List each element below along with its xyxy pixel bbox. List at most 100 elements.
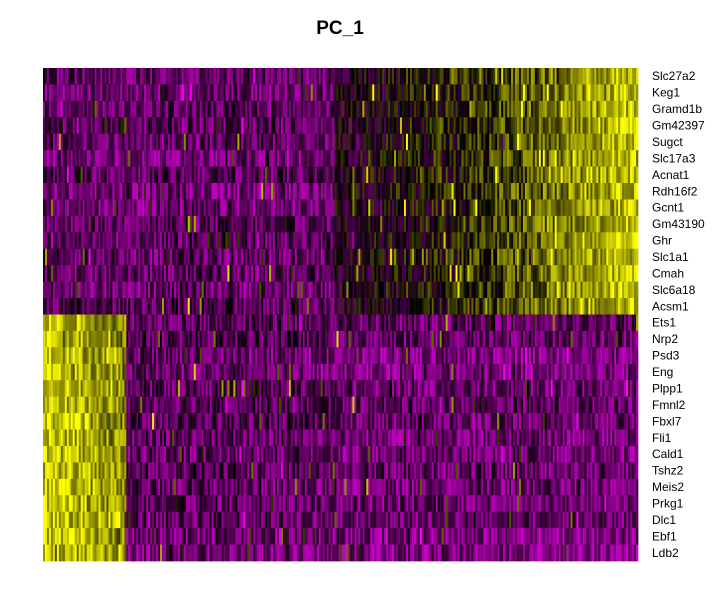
heatmap-cell	[177, 248, 181, 266]
heatmap-cell	[445, 298, 448, 315]
heatmap-cell	[245, 314, 248, 332]
heatmap-cell	[298, 330, 302, 348]
heatmap-cell	[415, 232, 419, 250]
heatmap-cell	[503, 314, 506, 332]
heatmap-cell	[116, 117, 119, 135]
heatmap-cell	[519, 68, 522, 85]
heatmap-cell	[421, 166, 425, 184]
heatmap-cell	[322, 183, 325, 200]
heatmap-cell	[507, 166, 510, 184]
heatmap-cell	[199, 199, 203, 217]
heatmap-cell	[336, 68, 339, 85]
heatmap-cell	[241, 265, 244, 282]
heatmap-cell	[237, 117, 240, 135]
heatmap-cell	[515, 215, 518, 233]
heatmap-cell	[277, 150, 280, 167]
heatmap-cell	[243, 330, 246, 348]
heatmap-cell	[296, 298, 300, 315]
heatmap-cell	[618, 133, 621, 151]
heatmap-cell	[572, 265, 575, 282]
heatmap-cell	[532, 314, 536, 332]
heatmap-cell	[453, 232, 456, 250]
heatmap-cell	[443, 199, 446, 217]
heatmap-cell	[507, 298, 510, 315]
heatmap-cell	[403, 84, 407, 102]
heatmap-cell	[140, 68, 143, 85]
heatmap-cell	[630, 100, 633, 118]
heatmap-cell	[501, 248, 504, 266]
heatmap-cell	[398, 248, 401, 266]
heatmap-cell	[104, 265, 107, 282]
heatmap-cell	[86, 281, 89, 299]
heatmap-cell	[239, 232, 242, 250]
heatmap-cell	[372, 117, 375, 135]
heatmap-cell	[554, 281, 558, 299]
heatmap-cell	[104, 298, 107, 315]
heatmap-row-cmah	[43, 265, 639, 282]
heatmap-cell	[401, 199, 405, 217]
heatmap-cell	[582, 199, 585, 217]
heatmap-cell	[511, 100, 514, 118]
heatmap-cell	[271, 150, 274, 167]
heatmap-cell	[158, 330, 161, 348]
heatmap-cell	[390, 183, 393, 200]
heatmap-cell	[269, 183, 272, 200]
heatmap-cell	[189, 166, 193, 184]
heatmap-row-slc17a3	[43, 150, 639, 167]
heatmap-cell	[44, 248, 48, 266]
heatmap-cell	[84, 215, 87, 233]
heatmap-cell	[191, 265, 195, 282]
heatmap-cell	[163, 199, 167, 217]
heatmap-cell	[427, 281, 431, 299]
heatmap-cell	[223, 314, 226, 332]
heatmap-cell	[364, 117, 367, 135]
heatmap-cell	[515, 84, 518, 102]
heatmap-cell	[620, 199, 623, 217]
heatmap-cell	[275, 68, 278, 85]
heatmap-cell	[279, 330, 282, 348]
heatmap-cell	[165, 265, 169, 282]
heatmap-cell	[167, 330, 171, 348]
heatmap-cell	[237, 133, 240, 151]
heatmap-cell	[562, 248, 565, 266]
heatmap-cell	[522, 232, 526, 250]
heatmap-cell	[352, 248, 355, 266]
heatmap-cell	[100, 68, 103, 85]
heatmap-cell	[156, 314, 159, 332]
heatmap-cell	[227, 298, 230, 315]
heatmap-cell	[630, 248, 633, 266]
heatmap-cell	[441, 133, 444, 151]
heatmap-cell	[374, 117, 377, 135]
heatmap-cell	[306, 215, 310, 233]
heatmap-cell	[453, 248, 456, 266]
heatmap-cell	[413, 215, 417, 233]
heatmap-cell	[199, 314, 203, 332]
heatmap-cell	[290, 133, 294, 151]
heatmap-cell	[263, 166, 266, 184]
heatmap-cell	[225, 183, 228, 200]
heatmap-cell	[247, 183, 250, 200]
heatmap-cell	[185, 330, 189, 348]
heatmap-cell	[560, 150, 563, 167]
heatmap-cell	[622, 117, 625, 135]
heatmap-cell	[43, 298, 46, 315]
heatmap-cell	[538, 248, 542, 266]
heatmap-cell	[144, 248, 147, 266]
heatmap-cell	[82, 166, 85, 184]
heatmap-cell	[548, 199, 552, 217]
heatmap-cell	[477, 215, 480, 233]
heatmap-cell	[148, 232, 151, 250]
heatmap-cell	[455, 248, 458, 266]
heatmap-cell	[634, 215, 637, 233]
heatmap-cell	[241, 330, 244, 348]
heatmap-cell	[380, 183, 383, 200]
heatmap-cell	[284, 281, 288, 299]
heatmap-cell	[197, 166, 201, 184]
heatmap-cell	[43, 248, 46, 266]
heatmap-cell	[46, 183, 50, 200]
heatmap-cell	[530, 133, 534, 151]
heatmap-row-acnat1	[43, 166, 639, 184]
heatmap-cell	[195, 232, 199, 250]
heatmap-cell	[92, 199, 95, 217]
heatmap-cell	[524, 232, 528, 250]
